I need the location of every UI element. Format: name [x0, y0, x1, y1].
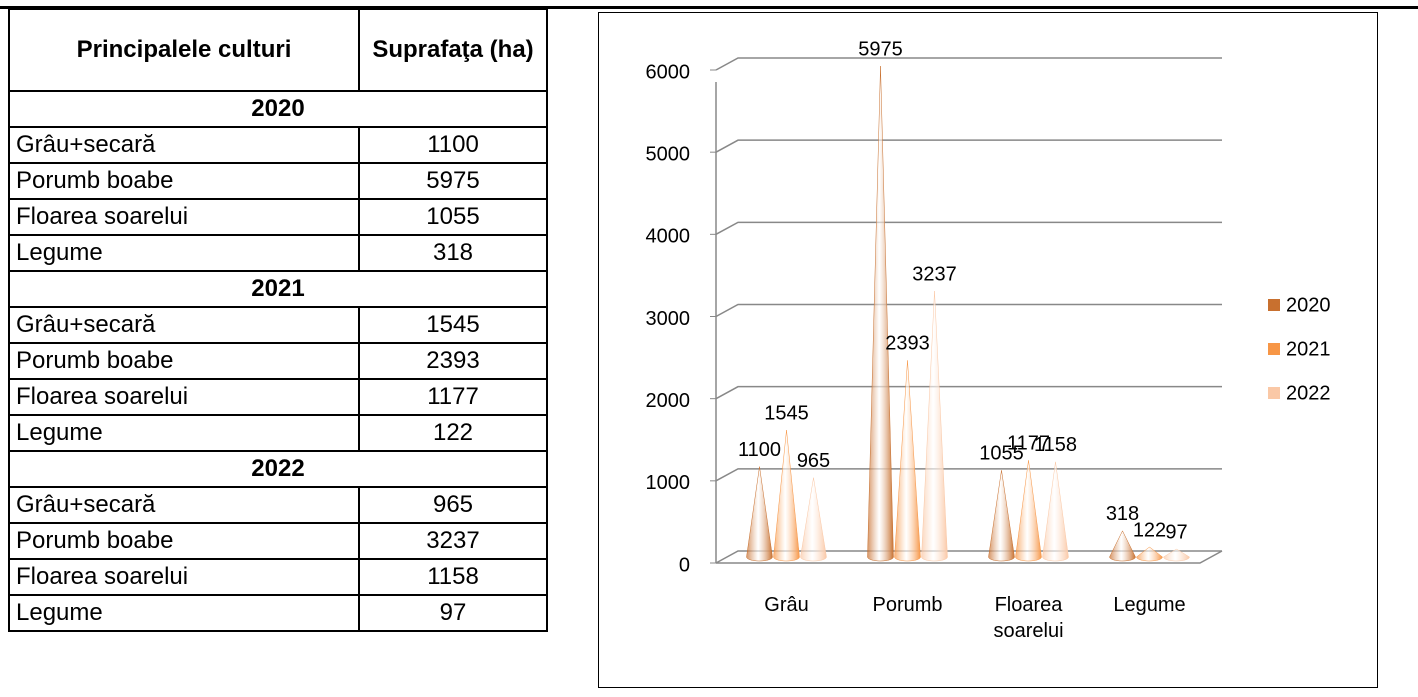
legend-swatch [1268, 387, 1280, 399]
cone [921, 291, 948, 562]
year-row: 2020 [8, 90, 548, 128]
grid-line [715, 221, 1222, 235]
y-tick-label: 4000 [646, 226, 691, 248]
top-rule [0, 6, 1418, 9]
area-cell: 1100 [358, 126, 548, 164]
grid-line [715, 57, 1222, 71]
cone [1015, 460, 1042, 562]
area-cell: 965 [358, 486, 548, 524]
crop-cell: Legume [8, 594, 360, 632]
legend-swatch [1268, 299, 1280, 311]
cone [988, 470, 1015, 562]
area-cell: 318 [358, 234, 548, 272]
cone [746, 466, 773, 562]
crop-cell: Floarea soarelui [8, 198, 360, 236]
year-row: 2021 [8, 270, 548, 308]
data-label: 1158 [1034, 434, 1077, 456]
data-label: 1177 [1007, 433, 1050, 455]
data-label: 965 [797, 450, 830, 472]
legend-label: 2021 [1286, 338, 1331, 360]
year-cell: 2022 [8, 450, 548, 488]
area-cell: 5975 [358, 162, 548, 200]
cone [1109, 530, 1136, 562]
data-row: Legume 122 [8, 414, 548, 452]
data-row: Legume 97 [8, 594, 548, 632]
floor-edge [716, 550, 1223, 564]
area-cell: 1177 [358, 378, 548, 416]
crop-cell: Porumb boabe [8, 162, 360, 200]
data-label: 1055 [979, 443, 1024, 465]
grid-line [715, 303, 1222, 318]
area-cell: 97 [358, 594, 548, 632]
crop-cell: Porumb boabe [8, 522, 360, 560]
cone [1163, 548, 1190, 562]
crop-cell: Grâu+secară [8, 126, 360, 164]
data-label: 122 [1133, 519, 1166, 541]
data-label: 1545 [764, 402, 809, 424]
year-cell: 2020 [8, 90, 548, 128]
chart-frame [598, 12, 1378, 688]
data-label: 2393 [885, 333, 930, 355]
data-row: Floarea soarelui 1177 [8, 378, 548, 416]
cone [1042, 461, 1069, 562]
legend-swatch [1268, 343, 1280, 355]
area-cell: 122 [358, 414, 548, 452]
crop-cell: Grâu+secară [8, 306, 360, 344]
cone [773, 430, 800, 562]
cone [867, 66, 894, 562]
x-tick-label: Grâu [764, 594, 809, 616]
data-label: 97 [1165, 521, 1187, 543]
data-row: Floarea soarelui 1055 [8, 198, 548, 236]
area-cell: 1545 [358, 306, 548, 344]
area-cell: 2393 [358, 342, 548, 380]
data-row: Legume 318 [8, 234, 548, 272]
legend-label: 2020 [1286, 294, 1331, 316]
area-cell: 3237 [358, 522, 548, 560]
data-label: 3237 [912, 263, 957, 285]
crop-cell: Grâu+secară [8, 486, 360, 524]
x-tick-label: Legume [1113, 594, 1186, 616]
data-row: Grâu+secară 1545 [8, 306, 548, 344]
cone [1136, 546, 1163, 562]
cone [800, 477, 827, 562]
y-tick-label: 3000 [646, 308, 691, 330]
area-cell: 1158 [358, 558, 548, 596]
x-tick-label: Porumb [872, 594, 943, 616]
y-tick-label: 1000 [646, 472, 691, 494]
cone [894, 360, 921, 562]
year-row: 2022 [8, 450, 548, 488]
header-cell: Principalele culturi [8, 8, 360, 92]
crop-cell: Porumb boabe [8, 342, 360, 380]
data-row: Floarea soarelui 1158 [8, 558, 548, 596]
crop-cell: Legume [8, 414, 360, 452]
header-row: Principalele culturi Suprafaţa (ha) [8, 8, 548, 92]
data-table: Principalele culturi Suprafaţa (ha) 2020… [8, 8, 548, 632]
data-row: Porumb boabe 5975 [8, 162, 548, 200]
data-label: 1100 [738, 439, 781, 461]
grid-line [715, 468, 1222, 482]
y-tick-label: 6000 [646, 61, 691, 83]
x-tick-label: Floarea soarelui [993, 594, 1064, 642]
legend-label: 2022 [1286, 382, 1331, 404]
y-tick-label: 2000 [646, 390, 691, 412]
data-row: Grâu+secară 965 [8, 486, 548, 524]
crop-cell: Legume [8, 234, 360, 272]
crop-cell: Floarea soarelui [8, 558, 360, 596]
y-tick-label: 5000 [646, 143, 691, 165]
header-cell: Suprafaţa (ha) [358, 8, 548, 92]
year-cell: 2021 [8, 270, 548, 308]
grid-line [715, 385, 1222, 400]
data-row: Porumb boabe 2393 [8, 342, 548, 380]
area-cell: 1055 [358, 198, 548, 236]
data-label: 318 [1106, 503, 1139, 525]
data-label: 5975 [858, 38, 903, 60]
crop-cell: Floarea soarelui [8, 378, 360, 416]
y-tick-label: 0 [679, 554, 690, 576]
data-row: Grâu+secară 1100 [8, 126, 548, 164]
grid-line [715, 139, 1222, 153]
data-row: Porumb boabe 3237 [8, 522, 548, 560]
